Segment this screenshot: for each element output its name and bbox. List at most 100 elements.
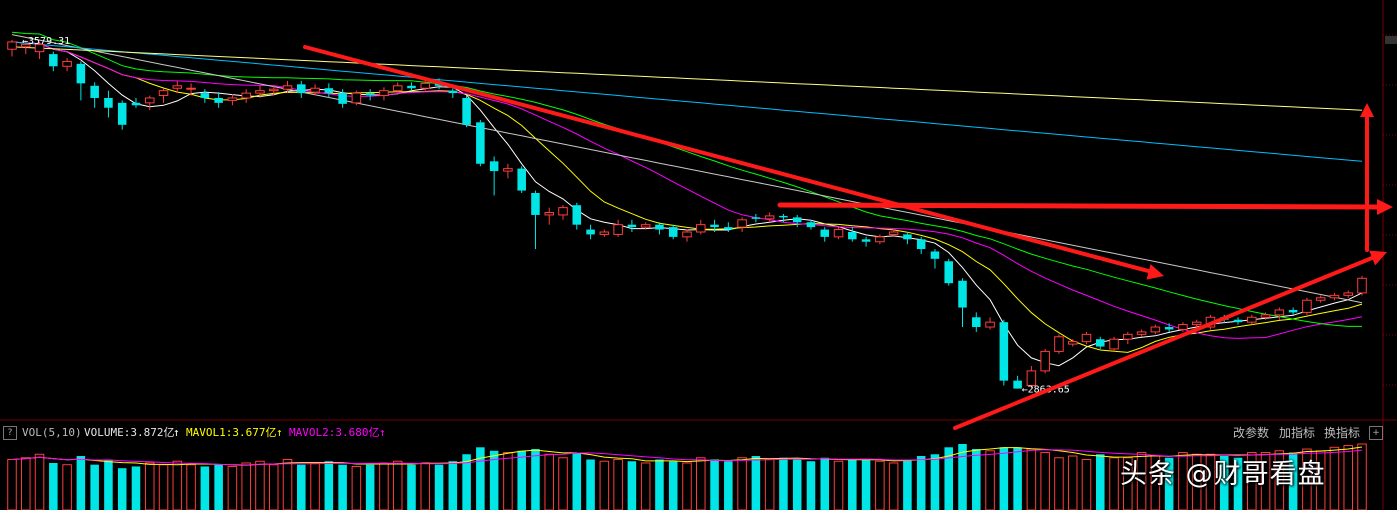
horizontal-target-line xyxy=(777,202,1381,210)
candle-body-down xyxy=(1164,327,1174,330)
volume-bar-down xyxy=(131,466,141,510)
candle-body-down xyxy=(930,251,940,259)
volume-bar-down xyxy=(586,459,595,510)
volume-bar-down xyxy=(655,459,664,510)
moving-average-lines xyxy=(11,31,1363,367)
mavol2-value: MAVOL2:3.680亿 xyxy=(289,426,380,439)
edit-params-button[interactable]: 改参数 xyxy=(1233,426,1270,440)
volume-bar-down xyxy=(710,459,719,510)
candle-body-up xyxy=(1191,321,1202,326)
candle-body-up xyxy=(241,92,251,99)
volume-bar-up xyxy=(62,464,72,510)
volume-bar-up xyxy=(737,457,747,510)
volume-bar-down xyxy=(1164,457,1174,510)
volume-bar-down xyxy=(806,461,816,510)
volume-bar-down xyxy=(76,456,86,510)
candle-body-down xyxy=(655,224,664,230)
volume-bar-down xyxy=(916,456,926,510)
volume-bar-down xyxy=(668,461,678,510)
candle-body-up xyxy=(985,321,995,328)
candle-body-up xyxy=(1054,336,1064,352)
candle-body-down xyxy=(489,161,499,172)
volume-bar-down xyxy=(90,464,99,510)
high-price-label: ←3579.31 xyxy=(22,36,70,47)
volume-bar-up xyxy=(1026,448,1037,510)
zoom-button[interactable]: + xyxy=(1369,426,1383,440)
volume-bar-down xyxy=(297,464,306,510)
volume-bar-down xyxy=(531,449,540,510)
volume-bar-down xyxy=(338,464,347,510)
volume-bar-up xyxy=(613,458,623,510)
volume-bar-up xyxy=(172,460,183,510)
volume-bar-down xyxy=(751,456,761,510)
candle-body-down xyxy=(117,102,127,125)
volume-bar-down xyxy=(724,461,733,510)
candle-body-down xyxy=(338,93,347,104)
volume-bar-up xyxy=(682,462,692,510)
vol-label: VOL(5,10) xyxy=(22,426,82,439)
candle-body-up xyxy=(1357,277,1367,294)
volume-bar-up xyxy=(34,453,45,510)
volume-bar-up xyxy=(282,458,293,510)
candle-body-down xyxy=(200,93,210,98)
candlesticks xyxy=(7,39,1367,389)
volume-bar-down xyxy=(407,464,416,510)
volume-bar-up xyxy=(875,460,885,510)
volume-bar-up xyxy=(186,464,196,510)
candle-body-up xyxy=(1150,326,1161,333)
candle-body-down xyxy=(751,217,761,219)
candle-body-down xyxy=(1288,309,1298,313)
candle-body-up xyxy=(21,43,31,48)
volume-bar-up xyxy=(888,462,899,510)
candle-body-up xyxy=(1081,333,1092,343)
candle-body-down xyxy=(76,63,86,84)
ma120-line xyxy=(11,41,1363,162)
candle-body-down xyxy=(476,122,485,164)
volume-bar-down xyxy=(365,464,375,510)
candle-body-down xyxy=(848,231,857,240)
volume-bar-down xyxy=(448,461,458,510)
candle-body-up xyxy=(544,212,555,216)
candle-body-down xyxy=(462,97,471,125)
volume-bar-up xyxy=(985,450,995,510)
volume-bar-down xyxy=(1219,456,1229,510)
candle-body-down xyxy=(586,229,595,235)
candle-body-down xyxy=(131,102,141,106)
volume-bar-down xyxy=(49,462,58,510)
candle-body-up xyxy=(833,229,844,238)
candle-body-down xyxy=(944,261,954,284)
volume-bar-up xyxy=(1040,452,1050,510)
switch-indicator-button[interactable]: 换指标 xyxy=(1324,426,1361,440)
volume-bar-down xyxy=(1013,447,1022,510)
candle-body-down xyxy=(806,222,816,228)
right-edge-tab[interactable] xyxy=(1385,36,1397,44)
trend-annotations xyxy=(303,45,1393,430)
mavol1-value: MAVOL1:3.677亿 xyxy=(186,426,277,439)
volume-bar-down xyxy=(930,454,940,510)
volume-bar-down xyxy=(434,464,444,510)
candle-body-up xyxy=(1315,297,1326,301)
volume-bar-up xyxy=(158,464,169,510)
volume-bar-up xyxy=(310,462,320,510)
help-button[interactable]: ? xyxy=(3,426,17,440)
volume-bar-up xyxy=(640,462,651,510)
candle-body-up xyxy=(1178,324,1188,330)
volume-bar-up xyxy=(268,464,279,510)
ma30-line xyxy=(11,31,1362,327)
candle-body-up xyxy=(737,219,747,228)
candle-body-up xyxy=(1109,338,1119,350)
add-indicator-button[interactable]: 加指标 xyxy=(1279,426,1316,440)
candle-body-down xyxy=(1233,319,1243,323)
candle-body-down xyxy=(407,85,416,89)
uptrend-arrow-head xyxy=(1369,250,1387,266)
candle-body-down xyxy=(668,227,678,237)
candle-body-down xyxy=(448,90,458,94)
candle-body-down xyxy=(531,193,540,215)
candle-body-up xyxy=(379,90,389,97)
volume-bar-up xyxy=(696,457,706,510)
horizontal-arrow-head xyxy=(1377,199,1393,215)
candle-body-up xyxy=(558,207,568,216)
candle-body-up xyxy=(640,224,651,228)
volume-bar-up xyxy=(227,465,238,510)
